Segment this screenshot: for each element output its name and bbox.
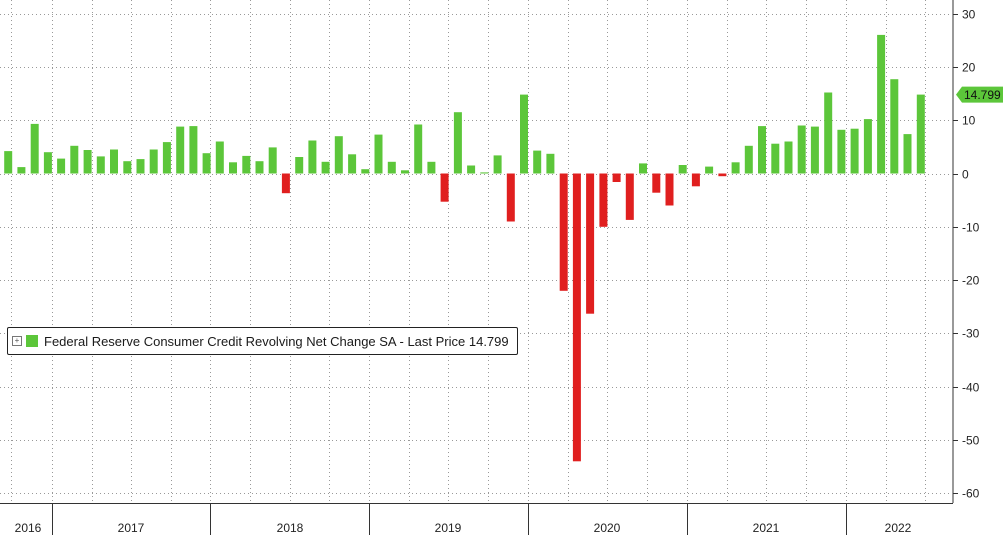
bar (705, 166, 714, 174)
y-tick-label: -50 (962, 434, 980, 448)
bar (189, 126, 198, 174)
bar (374, 134, 383, 174)
last-price-marker (956, 86, 1003, 103)
legend-swatch (26, 335, 38, 347)
bar (731, 162, 740, 174)
x-tick-label: 2017 (118, 521, 145, 535)
bar (506, 173, 515, 222)
bar (758, 126, 766, 174)
y-tick-label: -40 (962, 381, 980, 395)
legend[interactable]: + Federal Reserve Consumer Credit Revolv… (7, 327, 518, 355)
y-tick-label: 10 (962, 114, 976, 128)
x-tick-label: 2018 (277, 521, 304, 535)
bar (123, 161, 132, 174)
bar (837, 129, 846, 174)
bar (652, 173, 661, 193)
bar (70, 145, 79, 174)
bar (824, 92, 833, 174)
bar (321, 161, 330, 174)
bar (797, 125, 806, 174)
y-tick-label: -30 (962, 327, 980, 341)
bar (467, 165, 476, 174)
bar (414, 124, 423, 174)
y-tick-label: -60 (962, 487, 980, 501)
bar (295, 157, 304, 174)
bar (348, 154, 357, 174)
bar (308, 140, 317, 174)
bar (718, 173, 727, 177)
bar (4, 151, 13, 174)
bar (149, 149, 158, 174)
bar (810, 126, 819, 174)
y-tick-label: -20 (962, 274, 980, 288)
bar (890, 79, 899, 174)
bar (361, 169, 370, 174)
bar (863, 119, 872, 174)
bar (43, 152, 52, 174)
x-tick-label: 2022 (885, 521, 912, 535)
bar (572, 173, 581, 462)
bar (678, 165, 687, 174)
bar (784, 141, 793, 174)
bar (202, 153, 211, 174)
x-tick-label: 2021 (753, 521, 780, 535)
bar (162, 142, 171, 174)
bar (744, 145, 753, 174)
y-tick-label: 20 (962, 61, 976, 75)
bar (903, 134, 912, 174)
bar (387, 161, 396, 174)
bar (281, 173, 290, 194)
bar (96, 156, 105, 174)
bar (215, 141, 224, 174)
bar (30, 123, 39, 174)
bar (255, 161, 264, 174)
bar (440, 173, 449, 202)
bar (242, 155, 251, 174)
bar (612, 173, 621, 182)
bar (586, 173, 595, 314)
bar (850, 128, 859, 174)
bar (17, 167, 26, 174)
y-tick-label: 0 (962, 168, 969, 182)
bar (136, 159, 145, 174)
bar (268, 147, 277, 174)
bar (599, 173, 608, 227)
bar (176, 126, 185, 174)
bar (533, 150, 542, 174)
last-price-label: 14.799 (964, 88, 1001, 102)
bar (771, 143, 780, 174)
bar (480, 172, 489, 174)
bar (83, 150, 92, 174)
x-tick-label: 2016 (15, 521, 42, 535)
bar (639, 163, 647, 174)
bar (453, 112, 462, 174)
bar (520, 94, 528, 174)
y-tick-label: 30 (962, 8, 976, 22)
bar (334, 136, 343, 174)
bar (427, 161, 436, 174)
bar (110, 149, 118, 174)
legend-expand-icon[interactable]: + (12, 336, 22, 346)
y-tick-label: -10 (962, 221, 980, 235)
bar (546, 153, 555, 174)
bar (877, 34, 886, 174)
bar (401, 170, 409, 174)
bar (57, 158, 66, 174)
bar (229, 162, 237, 174)
bar (916, 94, 925, 174)
bar (559, 173, 568, 291)
bar (625, 173, 634, 220)
legend-label: Federal Reserve Consumer Credit Revolvin… (44, 333, 509, 349)
bar (665, 173, 674, 206)
bar (493, 155, 502, 174)
x-tick-label: 2020 (594, 521, 621, 535)
bar (691, 173, 700, 187)
x-tick-label: 2019 (435, 521, 462, 535)
